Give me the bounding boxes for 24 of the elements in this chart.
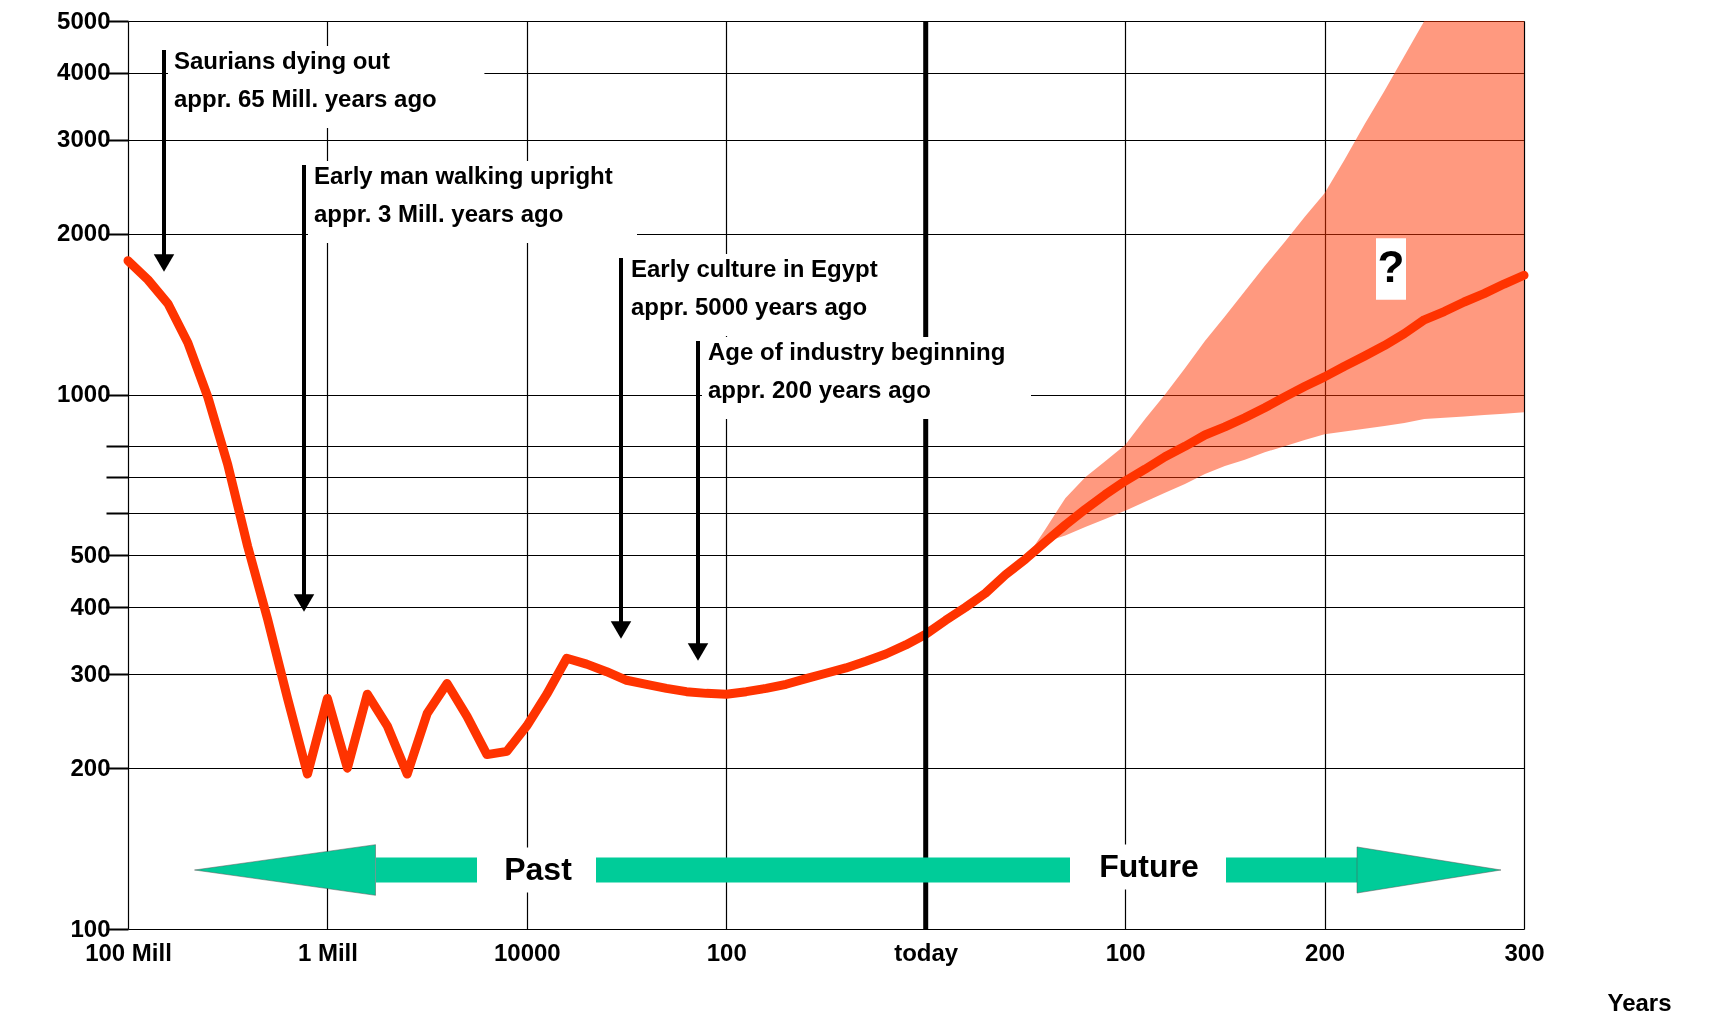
- x-tick-label: 100: [1105, 938, 1146, 966]
- annotation: Early culture in Egypt appr. 5000 years ago: [631, 255, 878, 320]
- y-tick-label: 4000: [57, 58, 111, 86]
- x-tick-label: 200: [1305, 938, 1346, 966]
- x-axis-title: Years: [1607, 988, 1672, 1016]
- annotation: Saurians dying out appr. 65 Mill. years ago: [174, 47, 437, 112]
- y-tick-label: 500: [70, 540, 111, 568]
- annotation: Early man walking upright appr. 3 Mill. years ago: [314, 162, 613, 227]
- y-tick-label: 1000: [57, 380, 111, 408]
- y-tick-label: 400: [70, 592, 111, 620]
- y-tick-label: 200: [70, 753, 111, 781]
- x-tick-label: 1 Mill: [297, 938, 358, 966]
- y-tick-label: 5000: [57, 6, 111, 34]
- annotation: ?: [1377, 242, 1405, 291]
- annotation: Age of industry beginning appr. 200 years ago: [708, 338, 1006, 403]
- x-tick-label: 100: [706, 938, 747, 966]
- y-tick-label: 2000: [57, 219, 111, 247]
- x-tick-label: 10000: [493, 938, 561, 966]
- annotation: Past: [504, 851, 573, 887]
- annotation: Future: [1099, 848, 1199, 884]
- x-tick-label: 300: [1504, 938, 1545, 966]
- y-tick-label: 3000: [57, 125, 111, 153]
- y-tick-label: 300: [70, 659, 111, 687]
- x-tick-label: today: [894, 938, 959, 966]
